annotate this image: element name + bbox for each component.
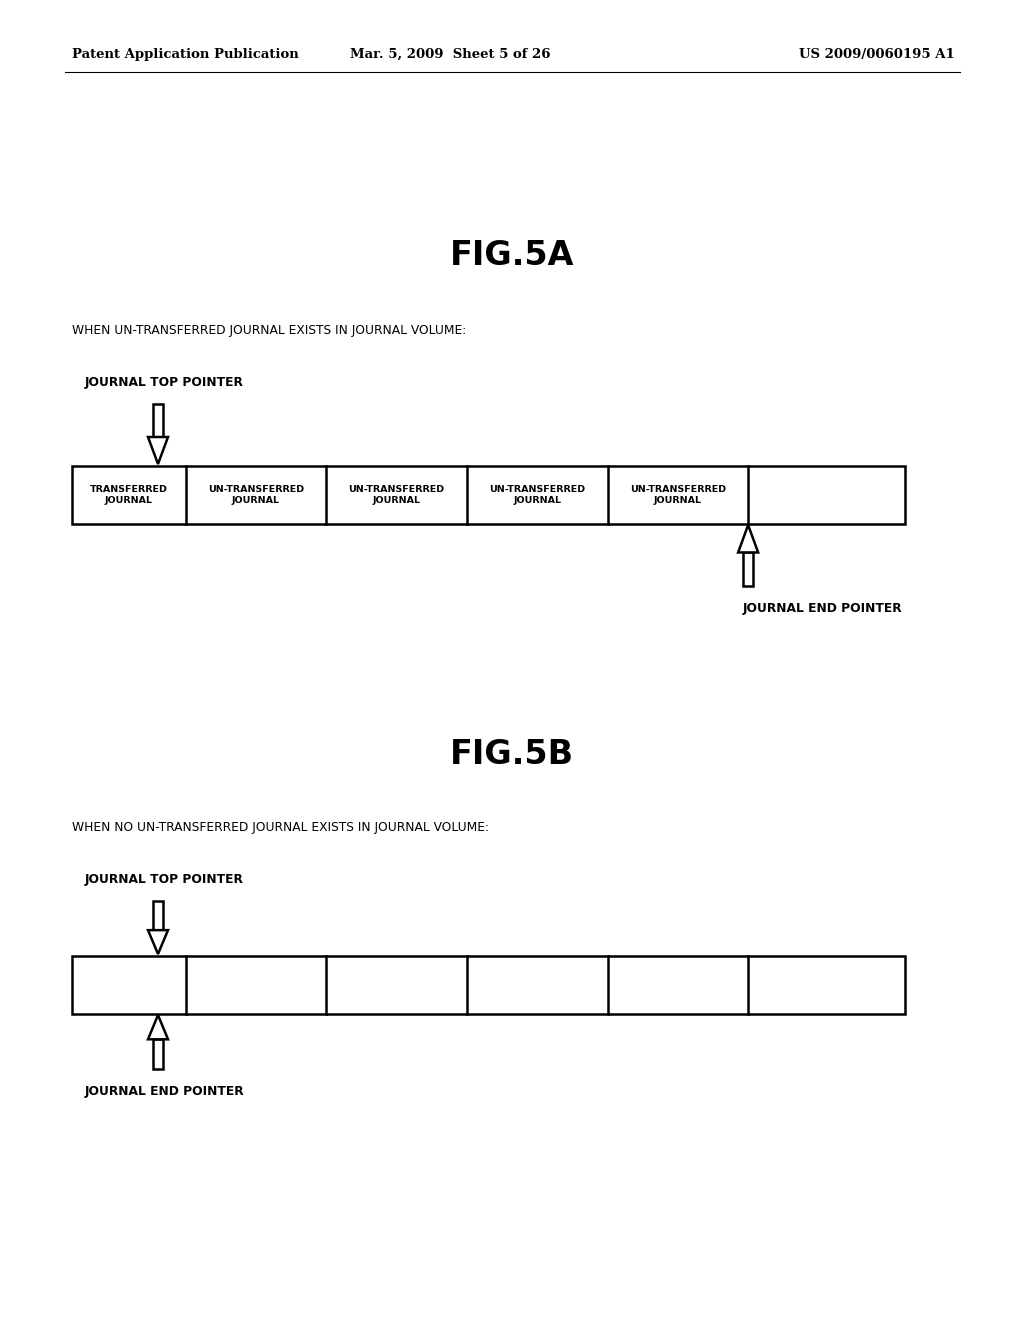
Text: WHEN NO UN-TRANSFERRED JOURNAL EXISTS IN JOURNAL VOLUME:: WHEN NO UN-TRANSFERRED JOURNAL EXISTS IN… — [72, 821, 489, 833]
Polygon shape — [148, 931, 168, 954]
Text: UN-TRANSFERRED
JOURNAL: UN-TRANSFERRED JOURNAL — [208, 486, 304, 504]
Polygon shape — [738, 525, 758, 553]
Text: TRANSFERRED
JOURNAL: TRANSFERRED JOURNAL — [90, 486, 168, 504]
Text: UN-TRANSFERRED
JOURNAL: UN-TRANSFERRED JOURNAL — [489, 486, 586, 504]
Text: UN-TRANSFERRED
JOURNAL: UN-TRANSFERRED JOURNAL — [348, 486, 444, 504]
Bar — [72, 956, 905, 1014]
Text: Patent Application Publication: Patent Application Publication — [72, 48, 299, 61]
Text: JOURNAL END POINTER: JOURNAL END POINTER — [743, 602, 903, 615]
Text: UN-TRANSFERRED
JOURNAL: UN-TRANSFERRED JOURNAL — [630, 486, 726, 504]
Text: WHEN UN-TRANSFERRED JOURNAL EXISTS IN JOURNAL VOLUME:: WHEN UN-TRANSFERRED JOURNAL EXISTS IN JO… — [72, 323, 466, 337]
Bar — [743, 553, 753, 586]
Bar — [153, 902, 163, 931]
Polygon shape — [148, 1015, 168, 1039]
Bar — [153, 1039, 163, 1069]
Polygon shape — [148, 437, 168, 465]
Text: US 2009/0060195 A1: US 2009/0060195 A1 — [800, 48, 955, 61]
Bar — [72, 466, 905, 524]
Text: JOURNAL TOP POINTER: JOURNAL TOP POINTER — [85, 873, 244, 886]
Text: Mar. 5, 2009  Sheet 5 of 26: Mar. 5, 2009 Sheet 5 of 26 — [350, 48, 550, 61]
Text: JOURNAL TOP POINTER: JOURNAL TOP POINTER — [85, 375, 244, 388]
Text: JOURNAL END POINTER: JOURNAL END POINTER — [85, 1085, 245, 1097]
Bar — [153, 404, 163, 437]
Text: FIG.5B: FIG.5B — [450, 738, 574, 771]
Text: FIG.5A: FIG.5A — [450, 239, 574, 272]
